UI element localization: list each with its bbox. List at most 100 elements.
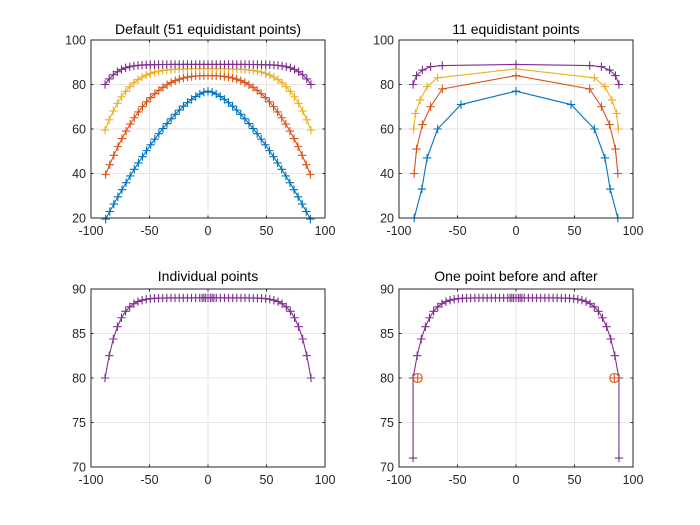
y-tick-label: 75 bbox=[380, 416, 394, 430]
y-tick-label: 85 bbox=[72, 327, 86, 341]
data-point-marker bbox=[257, 89, 266, 98]
data-point-marker bbox=[408, 453, 418, 463]
data-point-marker bbox=[418, 120, 427, 129]
x-tick-label: -50 bbox=[140, 224, 158, 238]
data-point-marker bbox=[597, 102, 606, 111]
data-point-marker bbox=[236, 110, 245, 119]
chart-title: 11 equidistant points bbox=[452, 21, 579, 37]
data-point-marker bbox=[195, 89, 205, 99]
plot-area bbox=[100, 60, 316, 224]
data-point-marker bbox=[412, 351, 422, 360]
data-point-marker bbox=[294, 99, 303, 108]
data-point-marker bbox=[290, 313, 299, 322]
data-point-marker bbox=[294, 322, 303, 331]
data-point-marker bbox=[100, 373, 110, 383]
x-tick-label: 100 bbox=[623, 473, 644, 487]
data-point-marker bbox=[306, 373, 316, 383]
axes: -100 -50 0 50 100 20 40 60 80 100 bbox=[65, 34, 335, 239]
y-tick-label: 40 bbox=[72, 167, 86, 181]
data-series-1 bbox=[408, 293, 624, 463]
axes: -100 -50 0 50 100 70 75 80 85 90 bbox=[72, 283, 335, 488]
data-point-marker bbox=[277, 61, 287, 71]
data-point-marker bbox=[146, 140, 155, 149]
x-tick-label: -50 bbox=[448, 224, 466, 238]
data-point-marker bbox=[137, 295, 147, 305]
data-point-marker bbox=[282, 82, 291, 91]
data-point-marker bbox=[511, 60, 521, 69]
data-point-marker bbox=[611, 71, 620, 80]
y-tick-label: 20 bbox=[72, 212, 86, 226]
data-point-marker bbox=[611, 144, 620, 154]
data-series-2 bbox=[101, 71, 315, 179]
data-point-marker bbox=[134, 107, 143, 117]
data-point-marker bbox=[150, 89, 159, 98]
y-tick-label: 75 bbox=[72, 416, 86, 430]
data-series-4 bbox=[408, 60, 624, 89]
chart-title: Individual points bbox=[158, 268, 258, 284]
subplot-before-after: -100 -50 0 50 100 70 75 80 85 90 bbox=[380, 283, 643, 488]
plot-area bbox=[408, 293, 624, 463]
data-point-marker bbox=[154, 129, 164, 138]
data-point-marker bbox=[573, 295, 582, 304]
data-point-marker bbox=[441, 297, 451, 306]
data-point-marker bbox=[594, 307, 603, 316]
data-point-marker bbox=[290, 65, 299, 74]
data-point-marker bbox=[109, 151, 119, 160]
data-point-marker bbox=[261, 294, 270, 303]
data-point-marker bbox=[286, 87, 295, 96]
data-point-marker bbox=[179, 73, 188, 83]
data-point-marker bbox=[590, 302, 599, 312]
data-series-1 bbox=[101, 86, 315, 224]
data-point-marker bbox=[171, 76, 180, 85]
data-point-marker bbox=[240, 114, 250, 124]
data-point-marker bbox=[158, 124, 168, 133]
x-tick-label: -50 bbox=[448, 473, 466, 487]
data-point-marker bbox=[298, 334, 307, 344]
highlight-point-cross bbox=[413, 373, 423, 383]
y-tick-label: 100 bbox=[65, 34, 86, 48]
data-point-marker bbox=[240, 78, 250, 87]
data-point-marker bbox=[142, 146, 151, 155]
data-point-marker bbox=[232, 105, 241, 115]
data-point-marker bbox=[433, 124, 442, 134]
data-point-marker bbox=[293, 192, 303, 201]
data-point-marker bbox=[298, 70, 307, 79]
data-point-marker bbox=[302, 351, 312, 360]
data-point-marker bbox=[605, 184, 615, 194]
data-point-marker bbox=[101, 170, 110, 179]
y-tick-label: 85 bbox=[380, 327, 394, 341]
y-tick-label: 70 bbox=[72, 461, 86, 475]
data-point-marker bbox=[612, 109, 621, 118]
data-point-marker bbox=[297, 151, 307, 160]
x-tick-label: 0 bbox=[513, 224, 520, 238]
data-point-marker bbox=[257, 67, 266, 77]
data-point-marker bbox=[171, 110, 180, 119]
data-series-1 bbox=[100, 293, 316, 383]
data-series-4 bbox=[100, 60, 316, 89]
x-tick-label: -100 bbox=[78, 224, 103, 238]
data-point-marker bbox=[306, 125, 316, 135]
data-point-marker bbox=[252, 86, 262, 95]
data-point-marker bbox=[105, 207, 114, 216]
data-point-marker bbox=[166, 78, 176, 87]
data-point-marker bbox=[113, 67, 122, 76]
data-point-marker bbox=[438, 61, 447, 70]
data-point-marker bbox=[113, 142, 123, 151]
data-point-marker bbox=[183, 72, 192, 82]
data-point-marker bbox=[408, 80, 418, 89]
data-point-marker bbox=[232, 75, 241, 84]
data-point-marker bbox=[306, 214, 315, 224]
data-point-marker bbox=[113, 99, 122, 108]
x-tick-label: 50 bbox=[260, 473, 274, 487]
data-point-marker bbox=[605, 120, 614, 129]
data-point-marker bbox=[422, 82, 432, 91]
data-point-marker bbox=[286, 63, 295, 73]
data-point-marker bbox=[297, 199, 307, 209]
data-point-marker bbox=[585, 61, 594, 70]
subplot-default: -100 -50 0 50 100 20 40 60 80 100 bbox=[65, 34, 335, 239]
data-point-marker bbox=[422, 153, 432, 163]
data-point-marker bbox=[121, 178, 131, 187]
y-tick-label: 40 bbox=[380, 167, 394, 181]
data-point-marker bbox=[252, 129, 262, 138]
data-point-marker bbox=[104, 74, 114, 84]
